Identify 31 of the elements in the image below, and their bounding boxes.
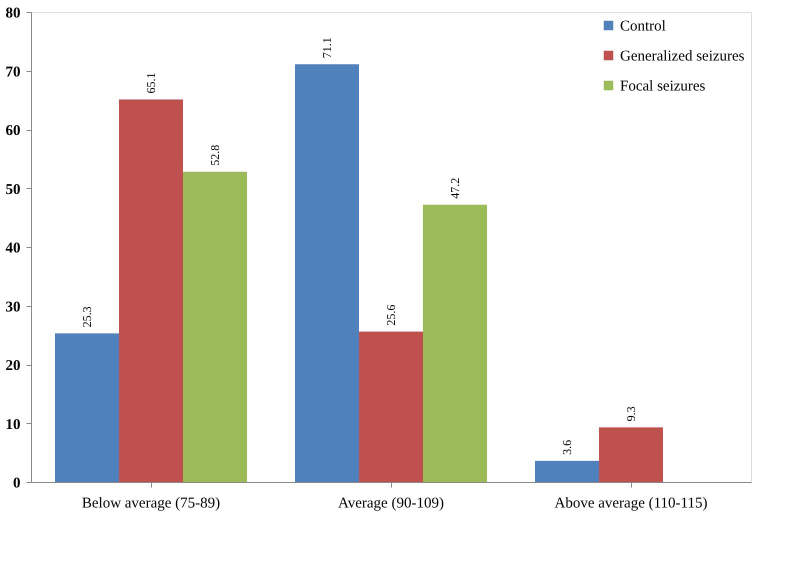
data-label: 71.1 [320,37,334,58]
y-tick-label: 0 [13,476,20,492]
y-tick-label: 30 [6,299,20,316]
bar [295,64,359,482]
bar [599,427,663,482]
data-label: 3.6 [560,440,574,455]
y-tick-label: 80 [6,6,20,22]
x-tick-label: Above average (110-115) [554,496,708,512]
data-label: 25.6 [384,304,398,326]
bar [535,460,599,482]
y-tick-label: 40 [6,240,20,256]
data-label: 47.2 [448,178,462,199]
bar [423,204,487,482]
x-tick-label: Average (90-109) [338,496,444,512]
y-tick-label: 60 [6,123,20,139]
legend-label: Control [620,18,666,34]
bar [55,333,119,482]
y-tick-label: 10 [6,416,20,433]
x-tick-label: Below average (75-89) [82,496,220,512]
y-tick-label: 50 [6,182,20,198]
data-label: 25.3 [80,306,94,328]
data-label: 52.8 [208,144,222,166]
y-tick-label: 70 [6,64,20,80]
bar [183,172,247,482]
legend-label: Generalized seizures [620,48,745,64]
data-label: 65.1 [144,72,158,94]
y-tick-label: 20 [6,358,20,374]
bar [359,332,423,482]
legend-label: Focal seizures [620,78,706,94]
data-label: 9.3 [624,406,638,422]
bar [119,100,183,482]
